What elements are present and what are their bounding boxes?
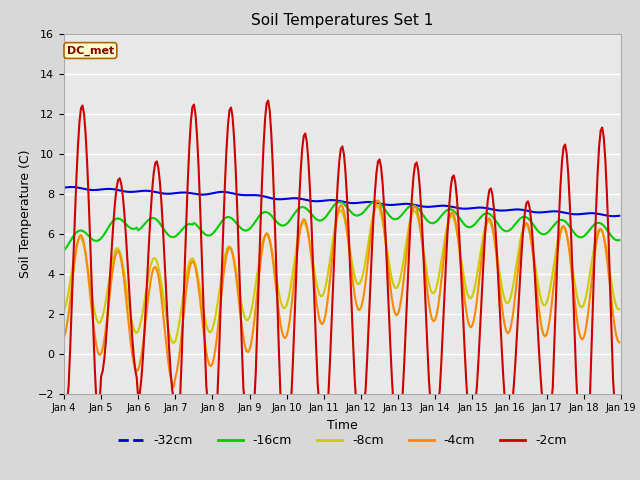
Legend: -32cm, -16cm, -8cm, -4cm, -2cm: -32cm, -16cm, -8cm, -4cm, -2cm <box>113 429 572 452</box>
Y-axis label: Soil Temperature (C): Soil Temperature (C) <box>19 149 32 278</box>
X-axis label: Time: Time <box>327 419 358 432</box>
Text: DC_met: DC_met <box>67 46 114 56</box>
Title: Soil Temperatures Set 1: Soil Temperatures Set 1 <box>252 13 433 28</box>
